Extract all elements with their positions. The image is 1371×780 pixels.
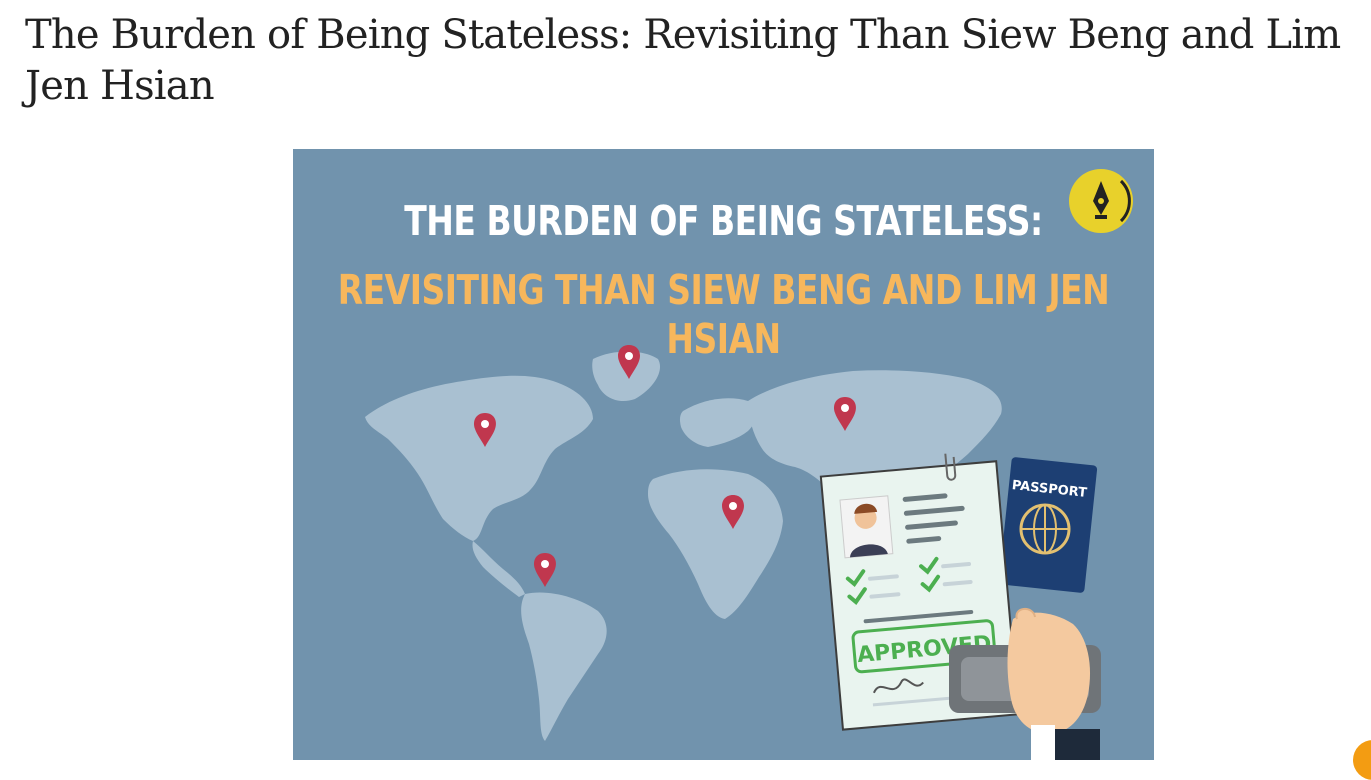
hero-headline-line2: REVISITING THAN SIEW BENG AND LIM JEN HS… [337, 265, 1110, 363]
hero-image: APPROVED PASSPORT THE BURDEN OF BEING ST… [293, 149, 1154, 760]
map-pin-icon [474, 413, 496, 447]
scroll-to-top-button[interactable] [1353, 740, 1371, 780]
map-pin-icon [618, 345, 640, 379]
hero-headline-line1: THE BURDEN OF BEING STATELESS: [404, 196, 1043, 245]
map-pin-icon [534, 553, 556, 587]
map-pins [474, 345, 856, 587]
pen-nib-logo-icon [1069, 169, 1133, 233]
stamp-hand [949, 608, 1101, 760]
passport-icon [998, 457, 1098, 593]
map-pin-icon [834, 397, 856, 431]
map-pin-icon [722, 495, 744, 529]
hero-illustration: APPROVED PASSPORT [365, 169, 1133, 760]
article-title: The Burden of Being Stateless: Revisitin… [25, 12, 1341, 109]
